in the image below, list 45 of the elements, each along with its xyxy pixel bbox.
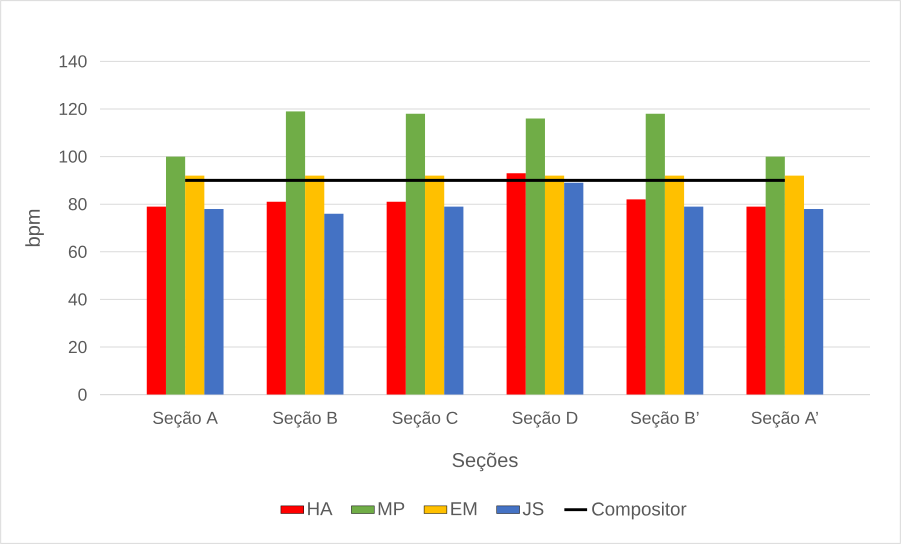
- bar: [305, 176, 324, 395]
- bar: [626, 199, 646, 395]
- legend-label: JS: [522, 502, 544, 516]
- bar: [166, 156, 186, 395]
- bar: [684, 206, 704, 395]
- bar: [406, 114, 426, 395]
- x-tick-label: Seção B’: [631, 411, 699, 428]
- bar: [266, 202, 286, 395]
- legend-label: MP: [378, 502, 404, 516]
- bar: [564, 182, 584, 395]
- bar: [204, 208, 224, 395]
- y-tick-label: 140: [60, 55, 87, 68]
- bar: [185, 176, 204, 395]
- bar: [784, 176, 804, 395]
- legend-label: Compositor: [592, 502, 686, 520]
- y-tick-label: 120: [60, 102, 87, 116]
- bar: [444, 206, 464, 395]
- legend-label: HA: [308, 502, 333, 516]
- y-tick-label: 80: [68, 198, 87, 210]
- y-tick-label: 100: [60, 150, 87, 163]
- x-tick-label: Seção B: [273, 411, 337, 428]
- bar: [544, 176, 564, 395]
- bar: [506, 173, 526, 395]
- x-axis-title: Seções: [452, 452, 518, 472]
- bar: [646, 114, 665, 395]
- bar: [526, 118, 545, 395]
- bar: [766, 156, 785, 395]
- bar: [324, 214, 344, 395]
- bar: [286, 111, 306, 395]
- y-tick-label: 60: [68, 246, 87, 258]
- y-tick-label: 20: [68, 340, 87, 354]
- x-tick-label: Seção A’: [752, 411, 818, 428]
- y-tick-label: 0: [78, 388, 87, 401]
- bar: [425, 176, 444, 395]
- x-tick-label: Seção A: [153, 411, 218, 428]
- bar: [664, 176, 684, 395]
- bar: [146, 206, 166, 395]
- legend-label: EM: [451, 502, 476, 516]
- bar: [804, 208, 824, 395]
- y-tick-label: 40: [68, 293, 87, 306]
- y-axis-title: bpm: [25, 210, 44, 246]
- bar: [386, 202, 406, 395]
- bar: [746, 206, 766, 395]
- x-tick-label: Seção C: [392, 411, 458, 428]
- x-tick-label: Seção D: [512, 411, 578, 428]
